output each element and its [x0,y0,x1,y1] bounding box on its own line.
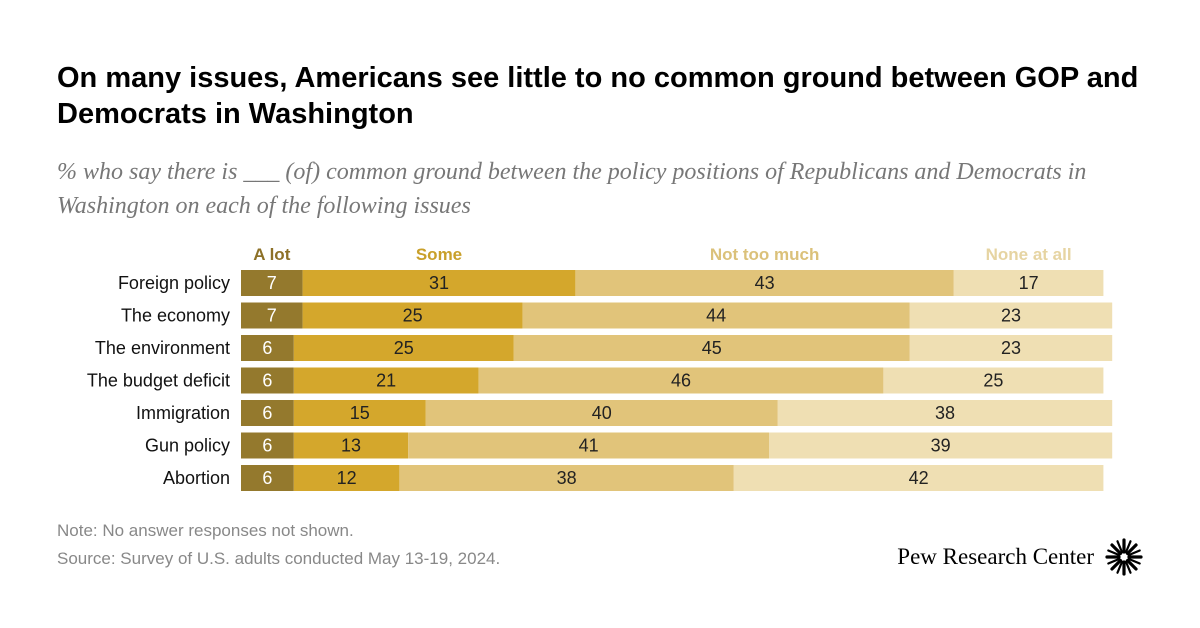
bar-segment [293,335,514,361]
category-label: The economy [121,306,230,326]
data-label: 23 [1001,306,1021,326]
data-label: 6 [262,338,272,358]
bar-segment [241,270,303,296]
data-label: 45 [702,338,722,358]
data-label: 46 [671,371,691,391]
category-label: The environment [95,338,230,358]
data-label: 6 [262,371,272,391]
category-label: Gun policy [145,436,230,456]
legend-label-some: Some [416,245,462,264]
data-label: 42 [909,468,929,488]
data-label: 25 [403,306,423,326]
data-label: 38 [935,403,955,423]
legend-label-not-too-much: Not too much [710,245,820,264]
data-label: 25 [394,338,414,358]
data-label: 21 [376,371,396,391]
bar-segment [241,400,294,426]
bar-segment [241,465,294,491]
bar-segment [302,302,523,329]
bar-segment [241,335,294,361]
bar-segment [293,367,479,394]
data-label: 7 [267,306,277,326]
data-label: 12 [337,468,357,488]
pew-logo: Pew Research Center [897,537,1144,577]
data-label: 38 [557,468,577,488]
category-label: Immigration [136,403,230,423]
data-label: 6 [262,436,272,456]
data-label: 41 [579,436,599,456]
category-label: Abortion [163,468,230,488]
bar-segment [575,270,954,296]
bar-segment [522,302,910,329]
data-label: 39 [931,436,951,456]
legend-label-none-at-all: None at all [986,245,1072,264]
data-label: 15 [350,403,370,423]
stacked-bar-chart: A lot Some Not too much None at all Foreign … [87,245,1113,491]
bar-segment [302,270,576,296]
data-label: 40 [592,403,612,423]
pew-burst-icon [1105,538,1143,576]
bar-segment [399,465,734,491]
bar-segment [953,270,1104,296]
data-label: 25 [983,371,1003,391]
bar-segment [513,335,910,361]
chart-subtitle: % who say there is ___ (of) common groun… [57,159,1087,219]
legend-label-a-lot: A lot [253,245,290,264]
bar-segment [241,432,294,459]
category-label: The budget deficit [87,371,230,391]
bar-segment [478,367,884,394]
data-label: 44 [706,306,726,326]
data-label: 31 [429,273,449,293]
bar-segment [425,400,778,426]
bar-segment [733,465,1104,491]
brand-name: Pew Research Center [897,544,1094,569]
bar-segment [293,400,426,426]
data-label: 7 [267,273,277,293]
data-label: 6 [262,403,272,423]
bar-segment [777,400,1113,426]
bar-segment [769,432,1113,459]
bar-segment [293,432,409,459]
data-label: 6 [262,468,272,488]
bar-segment [909,335,1113,361]
bar-segment [883,367,1104,394]
note-text: Note: No answer responses not shown. [57,521,354,540]
data-label: 13 [341,436,361,456]
chart-title: On many issues, Americans see little to … [57,62,1139,130]
data-label: 43 [755,273,775,293]
data-label: 17 [1019,273,1039,293]
category-label: Foreign policy [118,273,230,293]
bar-segment [408,432,769,459]
bar-segment [909,302,1113,329]
bar-segment [293,465,400,491]
bar-segment [241,302,303,329]
source-text: Source: Survey of U.S. adults conducted … [57,549,501,568]
bar-segment [241,367,294,394]
data-label: 23 [1001,338,1021,358]
